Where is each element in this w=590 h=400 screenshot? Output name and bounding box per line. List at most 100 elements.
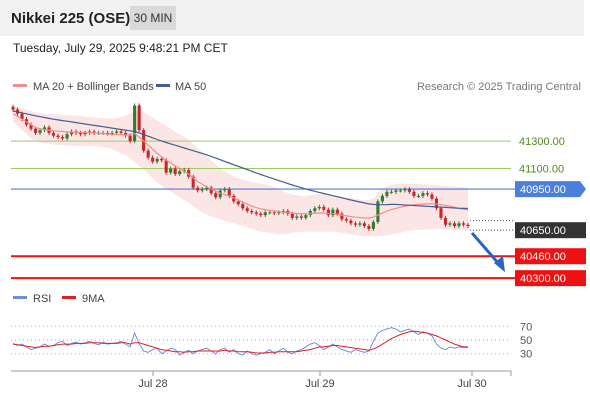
candle [133, 103, 137, 144]
candle [160, 156, 164, 163]
candle-body [389, 191, 393, 193]
candle [425, 191, 430, 197]
candle [191, 174, 195, 190]
rsi-ma-legend-swatch [62, 296, 76, 299]
forecast-arrow [470, 232, 505, 272]
rsi-ma-legend-label: 9MA [82, 293, 105, 305]
candle-body [362, 223, 366, 227]
candle [250, 208, 254, 215]
candle-body [290, 213, 294, 218]
candle-body [92, 131, 96, 133]
resistance-label: 41300.00 [519, 136, 565, 148]
candle [42, 125, 47, 133]
candle [421, 191, 425, 198]
candle-body [178, 171, 182, 174]
candle-body [331, 209, 335, 216]
candle [223, 187, 227, 193]
rsi-legend-swatch [13, 296, 27, 299]
candle-body [60, 137, 65, 139]
rsi-ma-line [12, 330, 468, 354]
ma20-line [12, 113, 469, 219]
candle-body [421, 193, 425, 196]
candle-body [430, 194, 434, 199]
support-tag [515, 270, 586, 287]
candle-body [133, 105, 137, 142]
candle-body [277, 212, 281, 214]
candle-body [313, 208, 317, 211]
candle [340, 211, 344, 222]
candle [268, 210, 272, 215]
rsi-legend-label: RSI [33, 293, 51, 305]
candle-body [191, 176, 195, 188]
candle [358, 221, 362, 227]
candle-body [376, 201, 380, 222]
bollinger-band [13, 105, 468, 237]
candle-body [209, 187, 213, 194]
candle-body [115, 131, 119, 133]
candle [119, 129, 123, 135]
candle [344, 217, 348, 223]
candle-body [155, 158, 159, 162]
candle [83, 130, 87, 137]
rsi-tick-label: 70 [520, 321, 532, 333]
candle-body [344, 219, 348, 221]
candle [245, 206, 249, 214]
candle [209, 185, 213, 196]
candle-body [461, 223, 466, 225]
candle-body [295, 216, 299, 218]
candle-body [434, 198, 439, 209]
rsi-line [12, 327, 468, 356]
candle-body [106, 132, 110, 134]
candle [466, 222, 470, 229]
candle-body [173, 168, 177, 174]
candle-body [272, 212, 276, 214]
candle-body [38, 130, 42, 133]
candle [214, 191, 218, 200]
candle [430, 192, 434, 201]
candle-body [241, 204, 245, 209]
candle [124, 130, 128, 138]
candle-body [367, 226, 371, 229]
candle [70, 129, 74, 137]
candle-body [349, 220, 353, 224]
candle-body [304, 215, 308, 218]
candle-body [385, 191, 389, 196]
candle [60, 134, 65, 141]
candle-body [236, 201, 240, 205]
candle-body [335, 209, 339, 214]
candle [376, 199, 380, 225]
candle [137, 103, 141, 133]
interval-button[interactable]: 30 MIN [130, 6, 176, 30]
candle [326, 207, 330, 218]
candle-body [200, 189, 204, 191]
candle [403, 187, 407, 193]
candle [33, 126, 38, 135]
timestamp: Tuesday, July 29, 2025 9:48:21 PM CET [13, 41, 228, 55]
candle-body [51, 132, 56, 136]
candle [407, 187, 411, 194]
candle-body [182, 169, 186, 172]
candle [51, 130, 56, 138]
candle [151, 155, 155, 164]
candle-body [65, 134, 69, 139]
candle [259, 211, 263, 218]
candle [416, 193, 421, 198]
candle [331, 207, 335, 218]
chart-header: Nikkei 225 (OSE) 30 MIN [0, 0, 584, 36]
candle [461, 221, 466, 227]
ma20-legend-swatch [13, 84, 27, 87]
candle [92, 129, 96, 135]
candle [56, 133, 60, 140]
candle-body [443, 217, 448, 225]
candle [200, 187, 204, 193]
support-label: 40460.00 [520, 251, 566, 263]
candle-body [439, 208, 443, 218]
candle [164, 158, 168, 175]
candle [241, 202, 245, 211]
rsi-tick-label: 50 [520, 335, 532, 347]
candle [389, 189, 393, 194]
candle [385, 189, 389, 198]
candle-body [169, 168, 173, 173]
candle [128, 133, 132, 144]
ma50-line [12, 110, 469, 210]
